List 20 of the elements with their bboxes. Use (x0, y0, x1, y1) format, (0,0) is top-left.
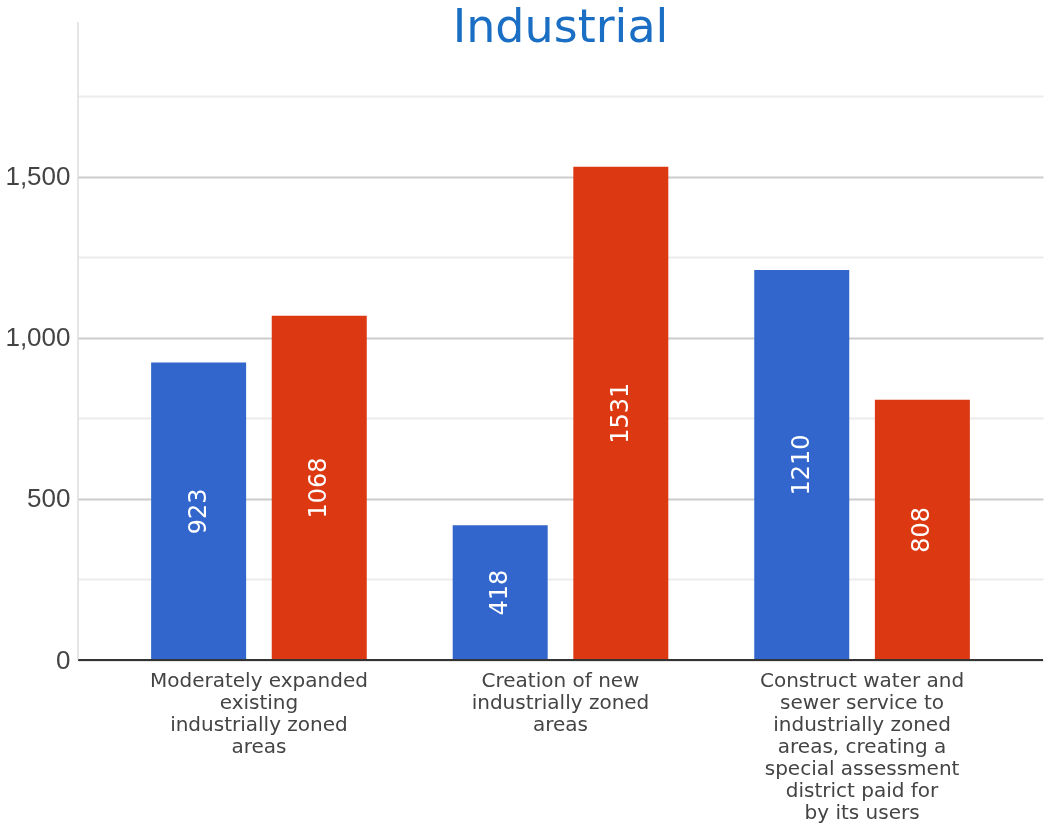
data-label: 923 (183, 488, 212, 535)
bar (151, 362, 247, 660)
y-tick-label: 1,500 (5, 161, 71, 192)
bar (271, 315, 367, 660)
chart-title: Industrial (452, 0, 669, 53)
y-tick-label: 1,000 (5, 322, 71, 353)
x-tick-label: Construct water and sewer service to industrially zoned areas, creating a special assessment district paid for by its users (759, 667, 965, 824)
y-tick-label: 0 (56, 644, 71, 675)
y-tick-label: 500 (27, 483, 71, 514)
data-label: 1210 (786, 434, 815, 496)
data-label: 418 (485, 569, 514, 616)
bar (874, 399, 970, 660)
bar (452, 525, 548, 660)
data-label: 808 (907, 506, 936, 553)
data-label: 1068 (304, 457, 333, 519)
x-tick-label: Creation of new industrially zoned areas (471, 667, 650, 736)
bar (754, 270, 850, 660)
x-tick-label: Moderately expanded existing industrially zoned areas (149, 667, 368, 758)
data-label: 1531 (605, 382, 634, 444)
bar (573, 166, 669, 660)
